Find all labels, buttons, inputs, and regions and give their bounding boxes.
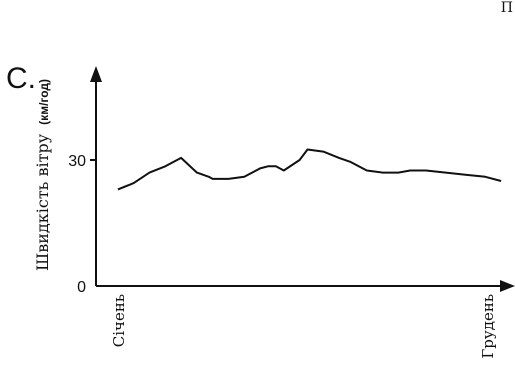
x-axis-arrow	[500, 280, 515, 292]
y-tick-label-0: 0	[77, 279, 86, 296]
x-tick-label-start: Січень	[110, 294, 128, 347]
y-axis-label: Швидкість вітру (км/год)	[33, 79, 52, 271]
corner-mark: П	[500, 0, 513, 16]
panel-label: C.	[6, 62, 36, 95]
y-axis-label-unit: (км/год)	[37, 79, 51, 125]
y-axis-arrow	[90, 66, 102, 82]
y-axis-label-main: Швидкість вітру	[33, 133, 52, 271]
series-line-0	[117, 148, 502, 191]
x-tick-label-end: Грудень	[479, 294, 497, 359]
y-tick-label-30: 30	[68, 153, 86, 170]
series-layer	[117, 148, 502, 191]
